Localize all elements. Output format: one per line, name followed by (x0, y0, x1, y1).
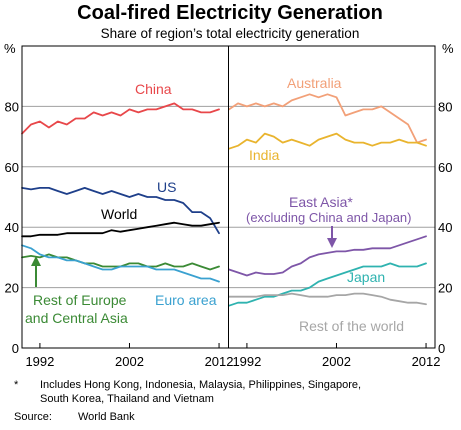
y-tick-label-left-20: 20 (5, 281, 19, 296)
label-us: US (157, 179, 176, 195)
series-line-rest-of-world (228, 292, 427, 306)
y-tick-label-right-60: 60 (438, 160, 452, 175)
source-value: World Bank (78, 411, 135, 423)
y-unit-right: % (442, 41, 454, 56)
y-tick-label-left-80: 80 (5, 99, 19, 114)
x-tick-label-right-1992: 1992 (232, 354, 261, 369)
label-japan: Japan (347, 269, 385, 285)
series-line-india (228, 132, 427, 150)
y-tick-label-left-60: 60 (5, 160, 19, 175)
label-rest-of-europe-line2: and Central Asia (25, 310, 128, 326)
y-tick-label-right-0: 0 (438, 341, 445, 356)
footnote-line2: South Korea, Thailand and Vietnam (40, 393, 214, 405)
source-label: Source: (14, 411, 52, 423)
chart-title: Coal-fired Electricity Generation (77, 2, 383, 24)
label-rest-of-the-world: Rest of the world (299, 318, 404, 334)
arrow-rest-of-europe (31, 256, 41, 287)
label-australia: Australia (287, 75, 342, 91)
series-line-australia (228, 93, 427, 144)
y-tick-label-left-40: 40 (5, 220, 19, 235)
y-tick-label-right-80: 80 (438, 99, 452, 114)
y-tick-label-right-40: 40 (438, 220, 452, 235)
chart-subtitle: Share of region’s total electricity gene… (101, 26, 360, 41)
series-lines (21, 93, 427, 307)
x-tick-label-left-2002: 2002 (115, 354, 144, 369)
y-tick-label-right-20: 20 (438, 281, 452, 296)
series-line-china (21, 102, 220, 135)
label-india: India (249, 147, 280, 163)
series-line-japan (228, 262, 427, 307)
footnote-marker: * (14, 379, 19, 391)
x-tick-label-left-2012: 2012 (205, 354, 234, 369)
series-line-us (21, 186, 220, 235)
series-line-world (21, 221, 220, 238)
label-east-asia-line1: East Asia* (289, 194, 353, 210)
label-east-asia-line2: (excluding China and Japan) (246, 210, 412, 225)
x-tick-label-right-2012: 2012 (412, 354, 441, 369)
series-line-east-asia (228, 235, 427, 277)
series-line-euro-area (21, 244, 220, 283)
label-china: China (135, 81, 172, 97)
label-rest-of-europe-line1: Rest of Europe (33, 292, 127, 308)
footnote-line1: Includes Hong Kong, Indonesia, Malaysia,… (40, 379, 361, 391)
arrow-east-asia (327, 226, 337, 248)
label-world: World (101, 206, 137, 222)
y-tick-label-left-0: 0 (12, 341, 19, 356)
x-tick-label-left-1992: 1992 (25, 354, 54, 369)
x-tick-label-right-2002: 2002 (322, 354, 351, 369)
y-unit-left: % (4, 41, 16, 56)
label-euro-area: Euro area (155, 292, 217, 308)
